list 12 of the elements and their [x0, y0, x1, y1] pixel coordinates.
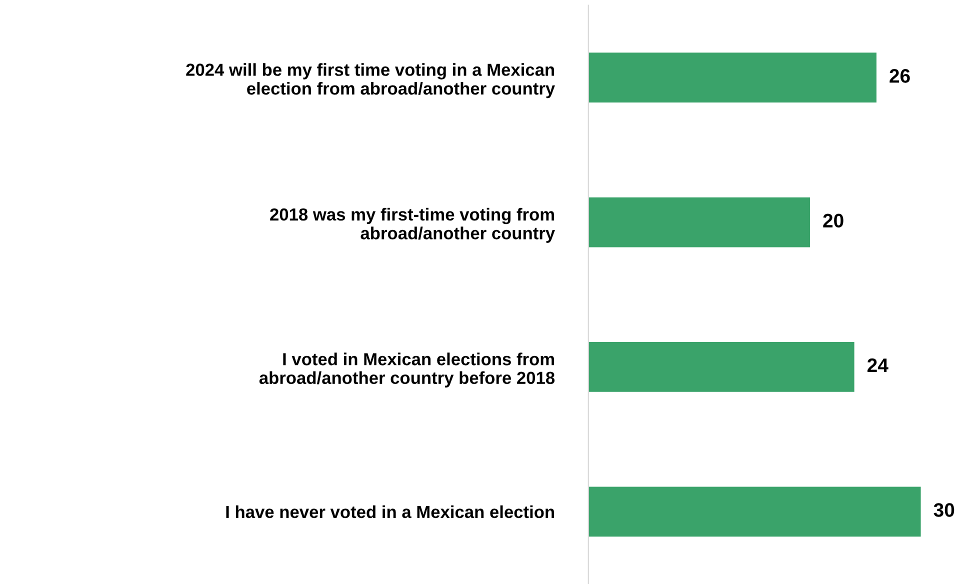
data-label: 30	[934, 503, 954, 517]
data-label: 24	[867, 358, 888, 372]
bar	[588, 197, 810, 248]
y-tick-label: I have never voted in a Mexican election	[226, 505, 554, 518]
y-tick-label: I voted in Mexican elections from abroad/another country before 2018	[259, 352, 555, 388]
data-label: 20	[823, 214, 844, 228]
bar	[588, 486, 921, 537]
bar	[588, 342, 854, 392]
bar	[588, 52, 876, 103]
y-tick-label: 2024 will be my first time voting in a Mexican election from abroad/another country	[186, 63, 555, 98]
y-tick-label: 2018 was my first-time voting from abroad/another country	[270, 208, 555, 243]
data-label: 26	[890, 69, 910, 83]
